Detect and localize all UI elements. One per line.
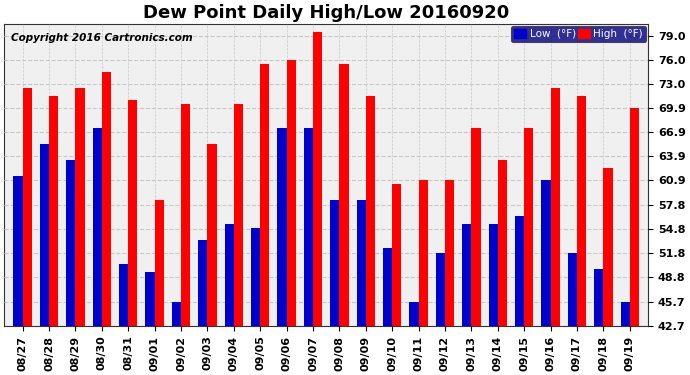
Bar: [489, 224, 497, 326]
Bar: [224, 224, 234, 326]
Bar: [515, 216, 524, 326]
Bar: [181, 104, 190, 326]
Bar: [366, 96, 375, 326]
Bar: [471, 128, 481, 326]
Bar: [119, 264, 128, 326]
Bar: [286, 60, 296, 326]
Bar: [594, 269, 603, 326]
Bar: [392, 184, 402, 326]
Bar: [409, 302, 419, 326]
Bar: [146, 272, 155, 326]
Bar: [445, 180, 454, 326]
Bar: [23, 88, 32, 326]
Bar: [155, 200, 164, 326]
Bar: [66, 160, 75, 326]
Bar: [551, 88, 560, 326]
Bar: [49, 96, 58, 326]
Bar: [313, 32, 322, 326]
Bar: [277, 128, 286, 326]
Bar: [630, 108, 639, 326]
Bar: [419, 180, 428, 326]
Bar: [234, 104, 243, 326]
Bar: [40, 144, 49, 326]
Bar: [304, 128, 313, 326]
Bar: [436, 253, 445, 326]
Bar: [568, 253, 577, 326]
Bar: [13, 176, 23, 326]
Bar: [357, 200, 366, 326]
Legend: Low  (°F), High  (°F): Low (°F), High (°F): [511, 26, 646, 42]
Bar: [198, 240, 208, 326]
Bar: [128, 100, 137, 326]
Text: Copyright 2016 Cartronics.com: Copyright 2016 Cartronics.com: [10, 33, 193, 43]
Bar: [603, 168, 613, 326]
Bar: [330, 200, 339, 326]
Bar: [260, 64, 270, 326]
Bar: [102, 72, 111, 326]
Bar: [497, 160, 507, 326]
Bar: [172, 302, 181, 326]
Bar: [383, 248, 392, 326]
Title: Dew Point Daily High/Low 20160920: Dew Point Daily High/Low 20160920: [143, 4, 509, 22]
Bar: [524, 128, 533, 326]
Bar: [620, 302, 630, 326]
Bar: [462, 224, 471, 326]
Bar: [208, 144, 217, 326]
Bar: [577, 96, 586, 326]
Bar: [542, 180, 551, 326]
Bar: [75, 88, 85, 326]
Bar: [92, 128, 102, 326]
Bar: [251, 228, 260, 326]
Bar: [339, 64, 348, 326]
